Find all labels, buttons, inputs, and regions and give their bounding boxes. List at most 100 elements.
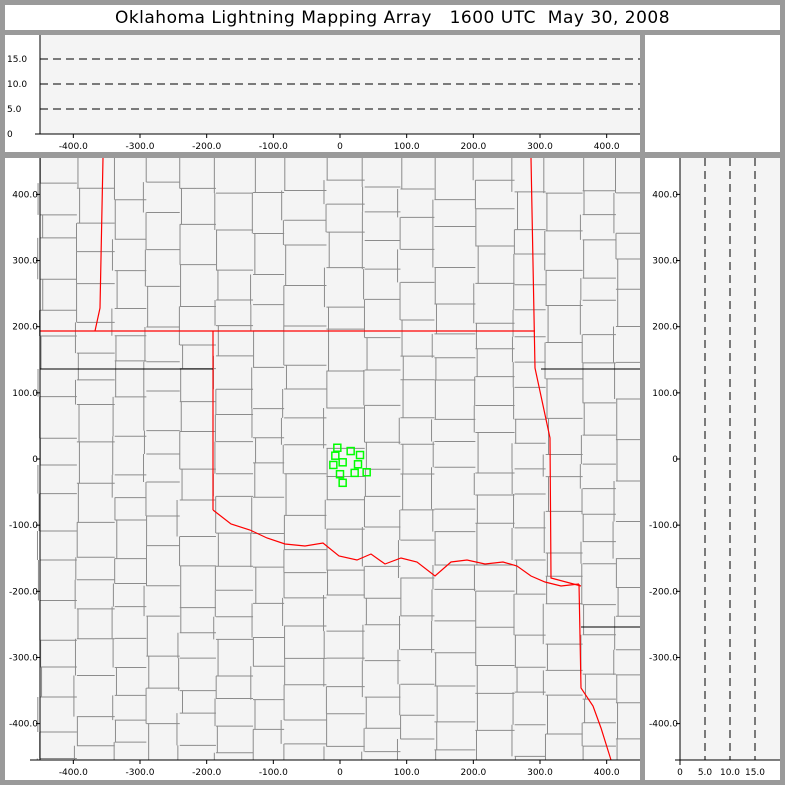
county-line xyxy=(475,208,515,247)
county-line xyxy=(399,684,435,716)
county-line xyxy=(543,511,583,554)
county-line xyxy=(114,520,147,560)
north-south-altitude-plot: 400.0 300.0 200.0 100.0 0 -100.0 -200.0 -300.0 -… xyxy=(649,158,780,778)
county-line xyxy=(215,726,254,754)
county-line xyxy=(251,603,285,639)
east-west-altitude-plot: -400.0 -300.0 -200.0 -100.0 0 100.0 200.0 300.0… xyxy=(7,35,640,152)
county-line xyxy=(76,353,115,381)
county-line xyxy=(282,220,327,246)
county-line xyxy=(542,454,583,478)
county-line xyxy=(323,408,365,449)
county-line xyxy=(361,211,401,242)
county-line xyxy=(434,652,476,687)
county-line xyxy=(400,474,435,511)
county-line xyxy=(76,158,115,189)
county-line xyxy=(615,558,640,589)
y-tick-label: 100.0 xyxy=(652,389,678,399)
county-line xyxy=(431,419,476,443)
county-line xyxy=(615,702,640,740)
county-line xyxy=(364,697,401,729)
county-line xyxy=(214,590,254,618)
county-line xyxy=(432,564,476,590)
lightning-source-marker xyxy=(362,467,371,477)
x-tick-label: -300.0 xyxy=(125,142,154,152)
county-line xyxy=(399,509,435,541)
county-line xyxy=(280,417,327,446)
county-line xyxy=(473,405,515,434)
county-line xyxy=(513,494,546,529)
county-line xyxy=(75,557,115,581)
county-line xyxy=(397,649,435,685)
x-tick-label: -300.0 xyxy=(125,768,154,778)
y-tick-label: -100.0 xyxy=(649,521,678,531)
county-line xyxy=(615,674,640,704)
county-line xyxy=(475,523,515,566)
county-line xyxy=(146,656,180,689)
county-line xyxy=(475,432,515,474)
county-line xyxy=(146,286,180,328)
county-line xyxy=(545,644,583,671)
county-line xyxy=(253,699,285,730)
x-tick-label: -400.0 xyxy=(59,768,88,778)
county-line xyxy=(582,514,616,543)
county-line xyxy=(582,239,616,279)
county-line xyxy=(179,158,216,189)
county-line xyxy=(214,698,254,727)
county-line xyxy=(40,214,77,239)
county-line xyxy=(145,482,180,517)
county-line xyxy=(364,469,401,497)
county-line xyxy=(143,453,180,483)
y-tick-label: 400.0 xyxy=(12,190,38,200)
county-line xyxy=(615,398,640,441)
county-line xyxy=(615,587,640,617)
x-tick-label: 100.0 xyxy=(394,142,420,152)
county-line xyxy=(145,688,180,725)
county-line xyxy=(545,193,583,232)
county-line xyxy=(513,594,546,636)
county-line xyxy=(73,675,115,718)
county-line xyxy=(613,326,640,363)
county-line xyxy=(283,684,327,721)
county-line xyxy=(250,666,285,701)
county-line xyxy=(399,282,435,321)
x-tick-label: -100.0 xyxy=(259,142,288,152)
county-line xyxy=(475,591,515,628)
county-line xyxy=(363,369,401,406)
county-line xyxy=(364,337,401,371)
county-line xyxy=(179,690,216,714)
county-line xyxy=(363,566,401,599)
county-line xyxy=(214,441,254,475)
county-line xyxy=(542,603,583,645)
county-line xyxy=(215,533,254,567)
county-line xyxy=(114,558,147,585)
county-line xyxy=(176,500,216,537)
county-line xyxy=(475,494,515,524)
county-line xyxy=(511,336,546,363)
county-line xyxy=(400,158,435,190)
county-line xyxy=(114,270,147,310)
county-line xyxy=(284,245,327,287)
county-line xyxy=(475,245,515,284)
county-line xyxy=(37,237,77,280)
county-line xyxy=(215,496,254,534)
county-line xyxy=(434,531,476,566)
county-line xyxy=(323,267,365,308)
empty-corner-panel xyxy=(645,35,780,152)
county-line xyxy=(432,226,476,269)
lightning-source-marker xyxy=(331,451,340,460)
y-tick-label: -400.0 xyxy=(9,720,38,730)
x-tick-label: 5.0 xyxy=(698,768,713,778)
county-line xyxy=(431,467,476,510)
y-tick-label: -300.0 xyxy=(9,653,38,663)
county-line xyxy=(178,306,216,346)
county-line xyxy=(511,724,546,757)
y-tick-label: 0 xyxy=(7,130,13,140)
county-line xyxy=(111,239,147,272)
county-line xyxy=(363,405,401,443)
county-line xyxy=(144,326,180,363)
county-line xyxy=(146,545,180,587)
county-line xyxy=(144,249,180,287)
county-line xyxy=(434,380,476,420)
county-line xyxy=(582,604,616,636)
county-line xyxy=(250,533,285,568)
